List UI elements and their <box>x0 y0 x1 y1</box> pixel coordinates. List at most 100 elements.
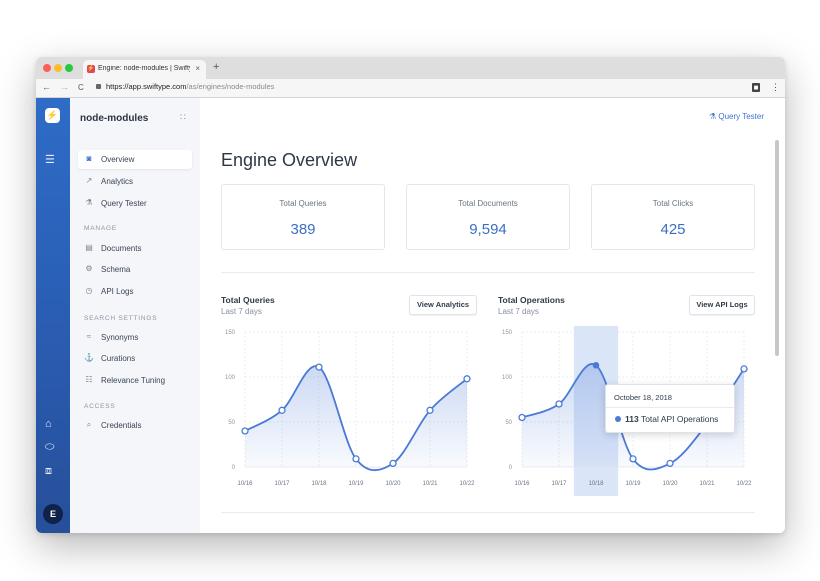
y-tick-label: 150 <box>502 330 513 336</box>
sidebar-item-api-logs[interactable]: ◷ API Logs <box>78 282 192 301</box>
app-rail: ⚡ ☰ ⌂ ⬭ ⧈ E <box>36 98 70 533</box>
sidebar-item-label: Query Tester <box>101 199 147 208</box>
vertical-scrollbar[interactable] <box>775 140 779 356</box>
sidebar-item-label: API Logs <box>101 287 134 296</box>
swiftype-logo-icon[interactable]: ⚡ <box>45 108 60 123</box>
sidebar-item-label: Relevance Tuning <box>101 376 166 385</box>
data-point[interactable] <box>241 427 249 435</box>
section-heading-manage: MANAGE <box>84 225 117 232</box>
box-icon[interactable]: ⧈ <box>45 465 52 477</box>
data-point[interactable] <box>278 406 286 414</box>
data-point[interactable] <box>352 455 360 463</box>
gear-icon: ⚙ <box>85 264 93 273</box>
x-tick-label: 10/21 <box>699 481 715 487</box>
sidebar-item-schema[interactable]: ⚙ Schema <box>78 260 192 279</box>
y-tick-label: 50 <box>228 420 235 426</box>
stat-label: Total Documents <box>458 199 518 208</box>
sidebar-item-relevance-tuning[interactable]: ☷ Relevance Tuning <box>78 371 192 390</box>
data-point[interactable] <box>389 459 397 468</box>
sidebar-item-synonyms[interactable]: ≈ Synonyms <box>78 328 192 347</box>
y-tick-label: 150 <box>225 330 236 336</box>
stat-card-total-documents: Total Documents 9,594 <box>406 184 570 250</box>
sidebar-item-label: Schema <box>101 265 131 274</box>
sidebar-item-curations[interactable]: ⚓ Curations <box>78 349 192 368</box>
tooltip-divider <box>606 407 734 408</box>
flask-icon: ⚗ <box>85 198 93 207</box>
new-tab-button[interactable]: + <box>213 61 220 73</box>
sidebar-item-analytics[interactable]: ↗ Analytics <box>78 172 192 191</box>
sidebar-item-query-tester[interactable]: ⚗ Query Tester <box>78 194 192 213</box>
view-analytics-button[interactable]: View Analytics <box>409 295 477 315</box>
data-point[interactable] <box>740 365 748 373</box>
y-tick-label: 100 <box>502 375 513 381</box>
back-arrow-icon[interactable]: ← <box>42 82 51 92</box>
tooltip-date: October 18, 2018 <box>614 393 672 402</box>
area-fill <box>522 363 744 470</box>
tooltip-label: Total API Operations <box>640 414 719 424</box>
stat-value: 9,594 <box>469 221 507 238</box>
area-fill <box>245 366 467 471</box>
y-tick-label: 0 <box>509 465 513 471</box>
x-tick-label: 10/17 <box>551 481 567 487</box>
tab-title: Engine: node-modules | Swifty <box>98 65 190 72</box>
x-tick-label: 10/20 <box>385 481 401 487</box>
section-divider <box>221 272 755 273</box>
reload-icon[interactable]: C <box>78 83 84 92</box>
chart-title: Total Operations <box>498 295 565 305</box>
series-dot-icon <box>615 416 621 422</box>
sidebar-item-documents[interactable]: ▤ Documents <box>78 239 192 258</box>
query-tester-link[interactable]: ⚗ Query Tester <box>709 112 764 121</box>
data-point[interactable] <box>592 362 600 369</box>
browser-menu-icon[interactable]: ⋮ <box>771 82 780 92</box>
data-point[interactable] <box>518 413 526 422</box>
tooltip-value-row: 113 Total API Operations <box>615 414 718 424</box>
swiftype-favicon-icon: ⚡ <box>87 65 95 73</box>
x-tick-label: 10/22 <box>736 481 752 487</box>
user-avatar[interactable]: E <box>43 504 63 524</box>
sidebar-item-label: Credentials <box>101 421 142 430</box>
engine-name: node-modules <box>80 113 149 124</box>
minimize-window-button[interactable] <box>54 64 62 72</box>
tab-close-icon[interactable]: × <box>195 64 200 73</box>
view-api-logs-button[interactable]: View API Logs <box>689 295 755 315</box>
address-bar[interactable]: https://app.swiftype.com/as/engines/node… <box>96 82 274 91</box>
chart-subtitle: Last 7 days <box>498 307 539 316</box>
hamburger-menu-icon[interactable]: ☰ <box>45 154 55 166</box>
stat-value: 425 <box>660 221 686 238</box>
profile-icon[interactable]: ■ <box>752 83 760 92</box>
forward-arrow-icon[interactable]: → <box>60 82 69 92</box>
chart-subtitle: Last 7 days <box>221 307 262 316</box>
data-point[interactable] <box>666 459 674 468</box>
x-tick-label: 10/18 <box>311 481 327 487</box>
sidebar-item-credentials[interactable]: ⌕ Credentials <box>78 416 192 435</box>
clock-icon: ◷ <box>85 286 93 295</box>
home-icon[interactable]: ⌂ <box>45 418 52 430</box>
sidebar: node-modules ∷ ◙ Overview ↗ Analytics ⚗ … <box>70 98 200 533</box>
sidebar-item-label: Synonyms <box>101 333 139 342</box>
data-point[interactable] <box>463 375 471 383</box>
url-host: https://app.swiftype.com <box>106 82 187 91</box>
data-point[interactable] <box>315 363 323 371</box>
url-path: /as/engines/node-modules <box>186 82 275 91</box>
x-tick-label: 10/22 <box>459 481 475 487</box>
browser-tab[interactable]: ⚡ Engine: node-modules | Swifty × <box>83 60 206 79</box>
y-tick-label: 0 <box>232 465 236 471</box>
maximize-window-button[interactable] <box>65 64 73 72</box>
chart-tooltip: October 18, 2018 113 Total API Operation… <box>605 384 735 433</box>
data-point[interactable] <box>426 406 434 414</box>
y-tick-label: 100 <box>225 375 236 381</box>
table-icon: ▤ <box>85 243 93 252</box>
sidebar-item-overview[interactable]: ◙ Overview <box>78 150 192 169</box>
x-tick-label: 10/20 <box>662 481 678 487</box>
sidebar-item-label: Analytics <box>101 177 134 186</box>
grid-menu-icon[interactable]: ∷ <box>180 112 186 122</box>
sidebar-item-label: Curations <box>101 354 136 363</box>
analytics-icon: ↗ <box>85 176 93 185</box>
sidebar-item-label: Documents <box>101 244 142 253</box>
data-point[interactable] <box>555 400 563 408</box>
x-tick-label: 10/16 <box>514 481 530 487</box>
chat-icon[interactable]: ⬭ <box>45 441 55 453</box>
close-window-button[interactable] <box>43 64 51 72</box>
data-point[interactable] <box>629 455 637 463</box>
section-heading-access: ACCESS <box>84 403 116 410</box>
